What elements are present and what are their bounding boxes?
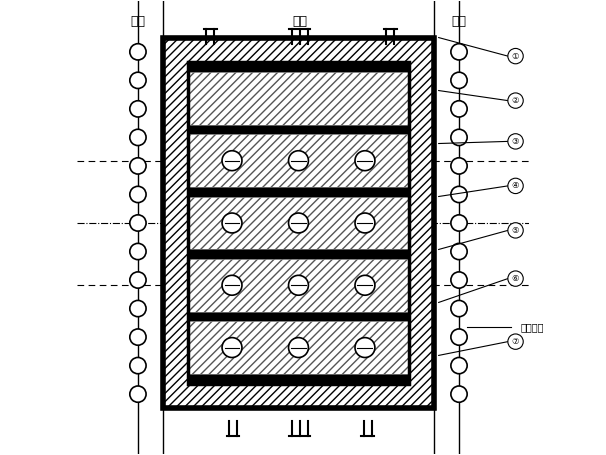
Circle shape [130,243,146,260]
Circle shape [355,151,375,171]
Circle shape [451,158,467,174]
Bar [163,38,434,409]
Bar [188,125,409,134]
Circle shape [130,272,146,288]
Circle shape [508,222,523,238]
Circle shape [130,329,146,345]
Circle shape [451,215,467,231]
Circle shape [451,300,467,317]
Bar [188,197,409,249]
Circle shape [508,334,523,349]
Circle shape [355,275,375,295]
Circle shape [130,300,146,317]
Circle shape [130,186,146,202]
Bar [163,38,434,409]
Text: ①: ① [512,51,519,61]
Circle shape [451,72,467,88]
Bar [188,134,409,187]
Circle shape [222,213,242,233]
Text: ⑥: ⑥ [512,274,519,283]
Circle shape [222,338,242,358]
Text: ②: ② [512,96,519,105]
Bar [188,374,409,384]
Circle shape [451,386,467,402]
Text: ③: ③ [512,137,519,146]
Circle shape [451,44,467,60]
Circle shape [130,215,146,231]
Circle shape [508,134,523,149]
Circle shape [355,213,375,233]
Circle shape [451,272,467,288]
Bar [188,72,409,125]
Circle shape [451,129,467,146]
Text: 河堤: 河堤 [451,15,467,28]
Text: 河水: 河水 [292,15,307,28]
Bar [188,62,409,384]
Text: 河堤: 河堤 [130,15,145,28]
Text: ⑦: ⑦ [512,337,519,346]
Circle shape [288,213,308,233]
Circle shape [130,158,146,174]
Circle shape [355,338,375,358]
Circle shape [222,275,242,295]
Circle shape [451,101,467,117]
Bar [188,321,409,374]
Bar [188,62,409,72]
Bar [188,249,409,259]
Bar [188,187,409,197]
Circle shape [451,358,467,374]
Circle shape [288,151,308,171]
Circle shape [130,44,146,60]
Circle shape [130,358,146,374]
Circle shape [130,129,146,146]
Bar [188,62,409,384]
Circle shape [508,271,523,286]
Circle shape [508,178,523,193]
Circle shape [130,72,146,88]
Bar [188,259,409,312]
Circle shape [451,329,467,345]
Text: 盾构隧道: 盾构隧道 [520,322,544,332]
Text: ④: ④ [512,182,519,190]
Circle shape [451,243,467,260]
Circle shape [130,386,146,402]
Circle shape [508,93,523,108]
Circle shape [508,48,523,64]
Circle shape [288,338,308,358]
Circle shape [222,151,242,171]
Circle shape [130,101,146,117]
Circle shape [451,186,467,202]
Text: ⑤: ⑤ [512,226,519,235]
Bar [188,312,409,321]
Circle shape [288,275,308,295]
